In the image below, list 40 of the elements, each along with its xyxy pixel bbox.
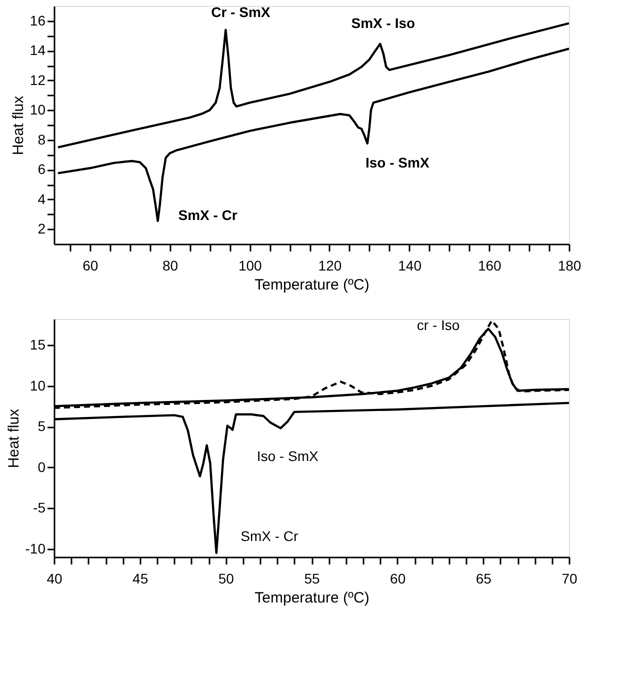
line-series	[56, 48, 569, 222]
x-tick-label: 120	[318, 258, 342, 274]
y-axis-title: Heat flux	[5, 408, 22, 468]
annotation: cr - Iso	[416, 316, 460, 333]
y-tick-label: 6	[38, 161, 46, 178]
y-tick-label: 8	[38, 131, 46, 148]
x-tick-label: 60	[82, 258, 98, 274]
y-axis-title: Heat flux	[10, 95, 27, 156]
x-tick-label: 100	[238, 258, 262, 274]
y-tick-label: 0	[38, 458, 46, 475]
x-tick-label: 60	[390, 570, 406, 586]
y-tick-label: 10	[30, 102, 46, 118]
annotation: Iso - SmX	[256, 448, 319, 464]
annotation: SmX - Cr	[240, 528, 299, 544]
x-tick-label: 55	[304, 570, 320, 586]
x-tick-label: 80	[162, 258, 178, 274]
x-tick-label: 160	[478, 258, 502, 274]
y-tick-label: 14	[30, 42, 46, 58]
y-tick-label: -5	[33, 500, 46, 516]
x-tick-label: 70	[562, 570, 578, 586]
y-tick-label: 5	[38, 418, 46, 434]
annotation: Iso - SmX	[365, 154, 430, 170]
x-tick-label: 140	[398, 258, 422, 274]
y-tick-label: 10	[30, 377, 46, 394]
x-tick-label: 50	[218, 570, 234, 586]
x-tick-label: 65	[476, 570, 492, 586]
y-tick-label: 12	[30, 72, 46, 88]
annotation: SmX - Cr	[178, 206, 238, 223]
annotation: Cr - SmX	[211, 4, 271, 20]
y-tick-label: -10	[25, 540, 46, 556]
x-tick-label: 40	[46, 570, 62, 586]
y-tick-label: 15	[30, 336, 46, 353]
y-tick-label: 4	[38, 190, 46, 207]
x-tick-label: 45	[132, 570, 148, 586]
annotation: SmX - Iso	[351, 14, 416, 31]
y-tick-label: 2	[38, 220, 46, 237]
x-axis-title: Temperature (ºC)	[254, 590, 370, 606]
x-tick-label: 180	[558, 258, 582, 274]
y-tick-label: 16	[30, 12, 46, 28]
x-axis-title: Temperature (ºC)	[254, 276, 370, 294]
